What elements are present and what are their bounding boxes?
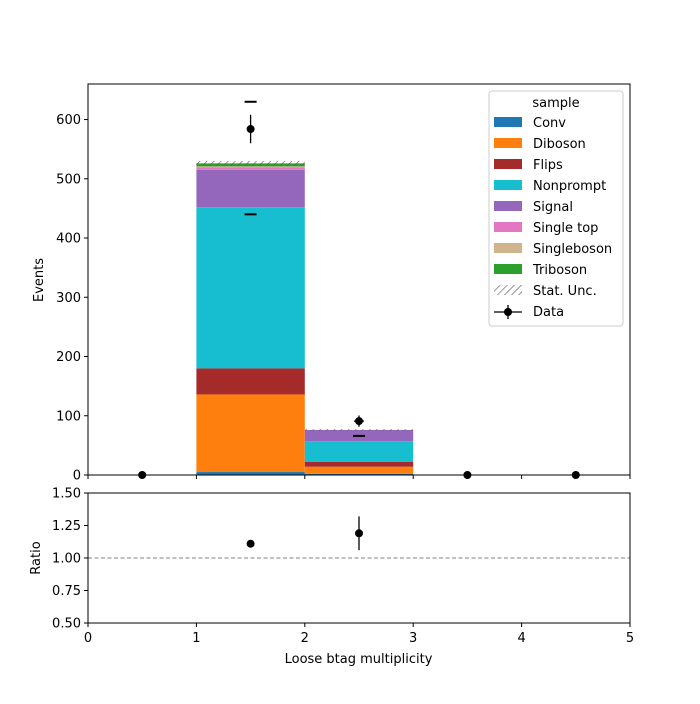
x-axis-label: Loose btag multiplicity [285, 652, 433, 667]
ratio-y-tick-label: 1.50 [52, 487, 81, 502]
ratio-plot: 0.50 0.75 1.00 1.25 1.50 0 1 2 3 4 5 [52, 487, 634, 647]
bar-segment [304, 441, 414, 462]
bar-segment [196, 394, 305, 473]
legend-label: Nonprompt [533, 179, 606, 194]
legend-label: Conv [533, 116, 566, 131]
stat-unc-band [304, 429, 414, 431]
y-tick-label: 400 [56, 232, 81, 247]
bar-segment [196, 207, 305, 369]
data-marker [355, 417, 363, 426]
legend-title: sample [532, 96, 579, 111]
legend: sample Conv Diboson Flips Nonprompt Signal Sin… [488, 90, 624, 327]
legend-swatch [494, 159, 522, 169]
ratio-marker [246, 539, 255, 548]
legend-swatch [494, 117, 522, 127]
legend-label: Data [533, 305, 564, 320]
legend-box [488, 90, 624, 327]
y-tick-label: 600 [56, 113, 81, 128]
legend-label: Diboson [533, 137, 586, 152]
main-plot: 0 100 200 300 400 500 600 [56, 83, 631, 484]
bar-segment [304, 466, 414, 474]
legend-label: Single top [533, 221, 598, 236]
data-marker [246, 125, 255, 134]
y-axis-label: Events [32, 258, 47, 302]
bar-segment [196, 472, 305, 475]
data-point [354, 415, 364, 427]
y-tick-label: 200 [56, 350, 81, 365]
bar-segment [304, 461, 414, 467]
x-tick-label: 5 [626, 631, 634, 646]
legend-swatch [494, 180, 522, 190]
legend-data-marker [504, 308, 512, 316]
ratio-y-tick-label: 0.50 [52, 617, 81, 632]
legend-swatch [494, 201, 522, 211]
bar-segment [196, 368, 305, 395]
legend-label: Singleboson [533, 242, 612, 257]
legend-label: Triboson [532, 263, 587, 278]
legend-swatch [494, 138, 522, 148]
ratio-point [355, 516, 363, 551]
legend-swatch [494, 222, 522, 232]
x-tick-label: 4 [517, 631, 525, 646]
ratio-y-axis-label: Ratio [29, 541, 44, 574]
legend-swatch [494, 264, 522, 274]
series-single-top [196, 167, 305, 170]
series-conv [196, 472, 414, 475]
main-axes-frame [87, 83, 631, 476]
bar-segment [196, 166, 305, 168]
x-tick-label: 3 [409, 631, 417, 646]
legend-label: Signal [533, 200, 573, 215]
series-diboson [196, 394, 414, 474]
ratio-y-tick-label: 1.00 [52, 552, 81, 567]
y-tick-label: 100 [56, 409, 81, 424]
bar-segment [196, 167, 305, 170]
series-nonprompt [196, 207, 414, 462]
y-tick-label: 300 [56, 291, 81, 306]
legend-swatch [494, 243, 522, 253]
ratio-marker [355, 529, 363, 538]
legend-swatch-stat-unc [494, 285, 522, 295]
data-point [246, 114, 255, 144]
ratio-y-tick-label: 1.25 [52, 519, 81, 534]
stat-unc-band [196, 161, 305, 166]
series-flips [196, 368, 414, 467]
x-tick-label: 0 [84, 631, 92, 646]
x-tick-label: 2 [301, 631, 309, 646]
legend-label: Flips [533, 158, 563, 173]
legend-label: Stat. Unc. [533, 284, 597, 299]
ratio-point [246, 539, 255, 548]
bar-segment [304, 473, 414, 475]
y-tick-label: 500 [56, 172, 81, 187]
x-tick-label: 1 [192, 631, 200, 646]
series-singleboson [196, 166, 305, 168]
y-tick-label: 0 [73, 469, 81, 484]
bar-segment [196, 169, 305, 208]
ratio-y-tick-label: 0.75 [52, 584, 81, 599]
